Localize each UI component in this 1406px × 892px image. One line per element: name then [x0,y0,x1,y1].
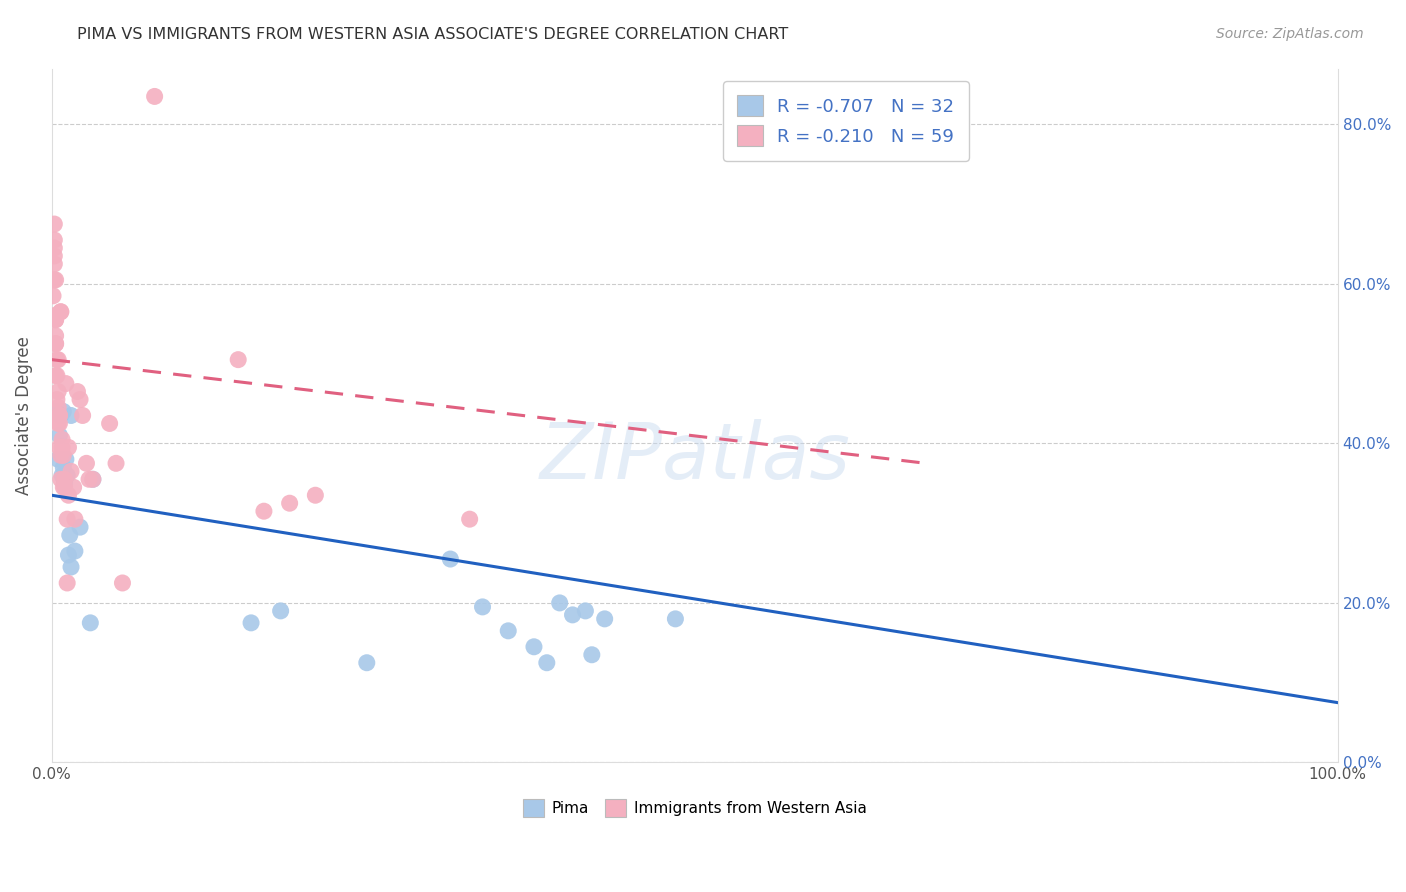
Point [46,452,69,467]
Point [59,528,82,542]
Point [226,352,249,367]
Point [304,488,326,502]
Point [48,409,70,423]
Point [63,544,86,558]
Point [471,599,494,614]
Point [52,480,75,494]
Point [45,336,67,351]
Point [69,392,91,407]
Point [42,289,65,303]
Point [72,409,94,423]
Point [496,624,519,638]
Point [44,257,66,271]
Point [60,560,83,574]
Point [48,417,70,431]
Point [44,233,66,247]
Point [46,401,69,415]
Point [58,441,80,455]
Point [82,472,104,486]
Point [63,512,86,526]
Point [44,217,66,231]
Point [458,512,481,526]
Point [45,328,67,343]
Point [49,409,72,423]
Point [439,552,461,566]
Point [46,384,69,399]
Point [45,368,67,383]
Point [69,520,91,534]
Point [49,448,72,462]
Point [561,607,583,622]
Point [55,452,77,467]
Point [143,89,166,103]
Point [49,305,72,319]
Point [53,472,76,486]
Point [49,305,72,319]
Point [53,480,76,494]
Point [536,656,558,670]
Point [79,615,101,630]
Point [111,576,134,591]
Point [45,273,67,287]
Point [56,512,79,526]
Point [278,496,301,510]
Point [240,615,263,630]
Point [45,368,67,383]
Point [270,604,292,618]
Text: ZIPatlas: ZIPatlas [540,419,851,495]
Point [523,640,546,654]
Point [76,456,98,470]
Point [60,464,83,478]
Point [253,504,276,518]
Point [548,596,571,610]
Point [51,433,73,447]
Point [48,409,70,423]
Point [46,352,69,367]
Point [51,441,73,455]
Point [51,468,73,483]
Point [45,352,67,367]
Point [49,472,72,486]
Point [48,441,70,455]
Point [60,409,83,423]
Point [98,417,121,431]
Point [45,312,67,326]
Point [52,460,75,475]
Point [45,392,67,407]
Point [664,612,686,626]
Point [77,472,100,486]
Point [45,312,67,326]
Point [52,404,75,418]
Text: PIMA VS IMMIGRANTS FROM WESTERN ASIA ASSOCIATE'S DEGREE CORRELATION CHART: PIMA VS IMMIGRANTS FROM WESTERN ASIA ASS… [77,27,789,42]
Point [105,456,128,470]
Point [53,476,76,491]
Point [58,548,80,562]
Point [593,612,616,626]
Point [82,472,104,486]
Text: Source: ZipAtlas.com: Source: ZipAtlas.com [1216,27,1364,41]
Point [45,404,67,418]
Point [58,488,80,502]
Point [66,384,89,399]
Point [356,656,378,670]
Point [42,309,65,323]
Point [56,576,79,591]
Y-axis label: Associate's Degree: Associate's Degree [15,336,32,495]
Point [55,376,77,391]
Point [46,417,69,431]
Legend: Pima, Immigrants from Western Asia: Pima, Immigrants from Western Asia [515,791,875,824]
Point [44,273,66,287]
Point [44,241,66,255]
Point [56,468,79,483]
Point [581,648,603,662]
Point [574,604,596,618]
Point [62,480,84,494]
Point [44,249,66,263]
Point [48,428,70,442]
Point [52,448,75,462]
Point [45,336,67,351]
